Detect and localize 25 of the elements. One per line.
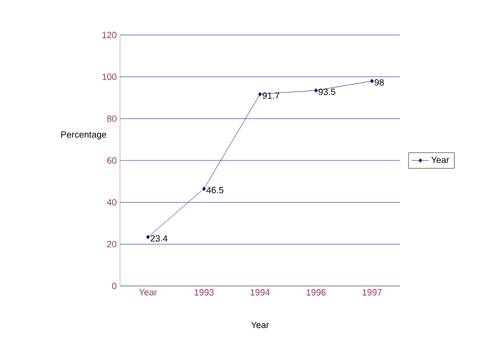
y-tick-label: 0: [112, 282, 116, 290]
data-label: 93.5: [318, 88, 336, 95]
point: [146, 234, 150, 240]
point: [314, 88, 318, 93]
y-tick-label: 80: [107, 115, 116, 122]
y-tick-label: 100: [102, 74, 116, 80]
point: [202, 186, 206, 191]
y-tick-label: 40: [107, 199, 116, 206]
y-axis-title: Percentage: [61, 131, 106, 140]
data-label: 98: [374, 79, 384, 86]
y-tick-label: 120: [102, 32, 116, 38]
x-tick-label: 1997: [362, 289, 382, 296]
x-axis-title: Year: [251, 322, 269, 328]
x-tick-label: 1996: [306, 289, 326, 296]
x-tick-label: 1993: [194, 289, 214, 296]
point: [258, 92, 262, 96]
legend-label: Year: [431, 156, 450, 164]
y-tick-label: 60: [107, 157, 116, 164]
y-tick-label: 20: [107, 240, 116, 248]
data-label: 46.5: [206, 186, 224, 194]
x-tick-label: 1994: [250, 289, 270, 296]
point: [370, 78, 374, 84]
data-label: 91.7: [262, 92, 280, 99]
x-tick-label: Year: [139, 289, 157, 296]
data-label: 23.4: [150, 235, 168, 242]
